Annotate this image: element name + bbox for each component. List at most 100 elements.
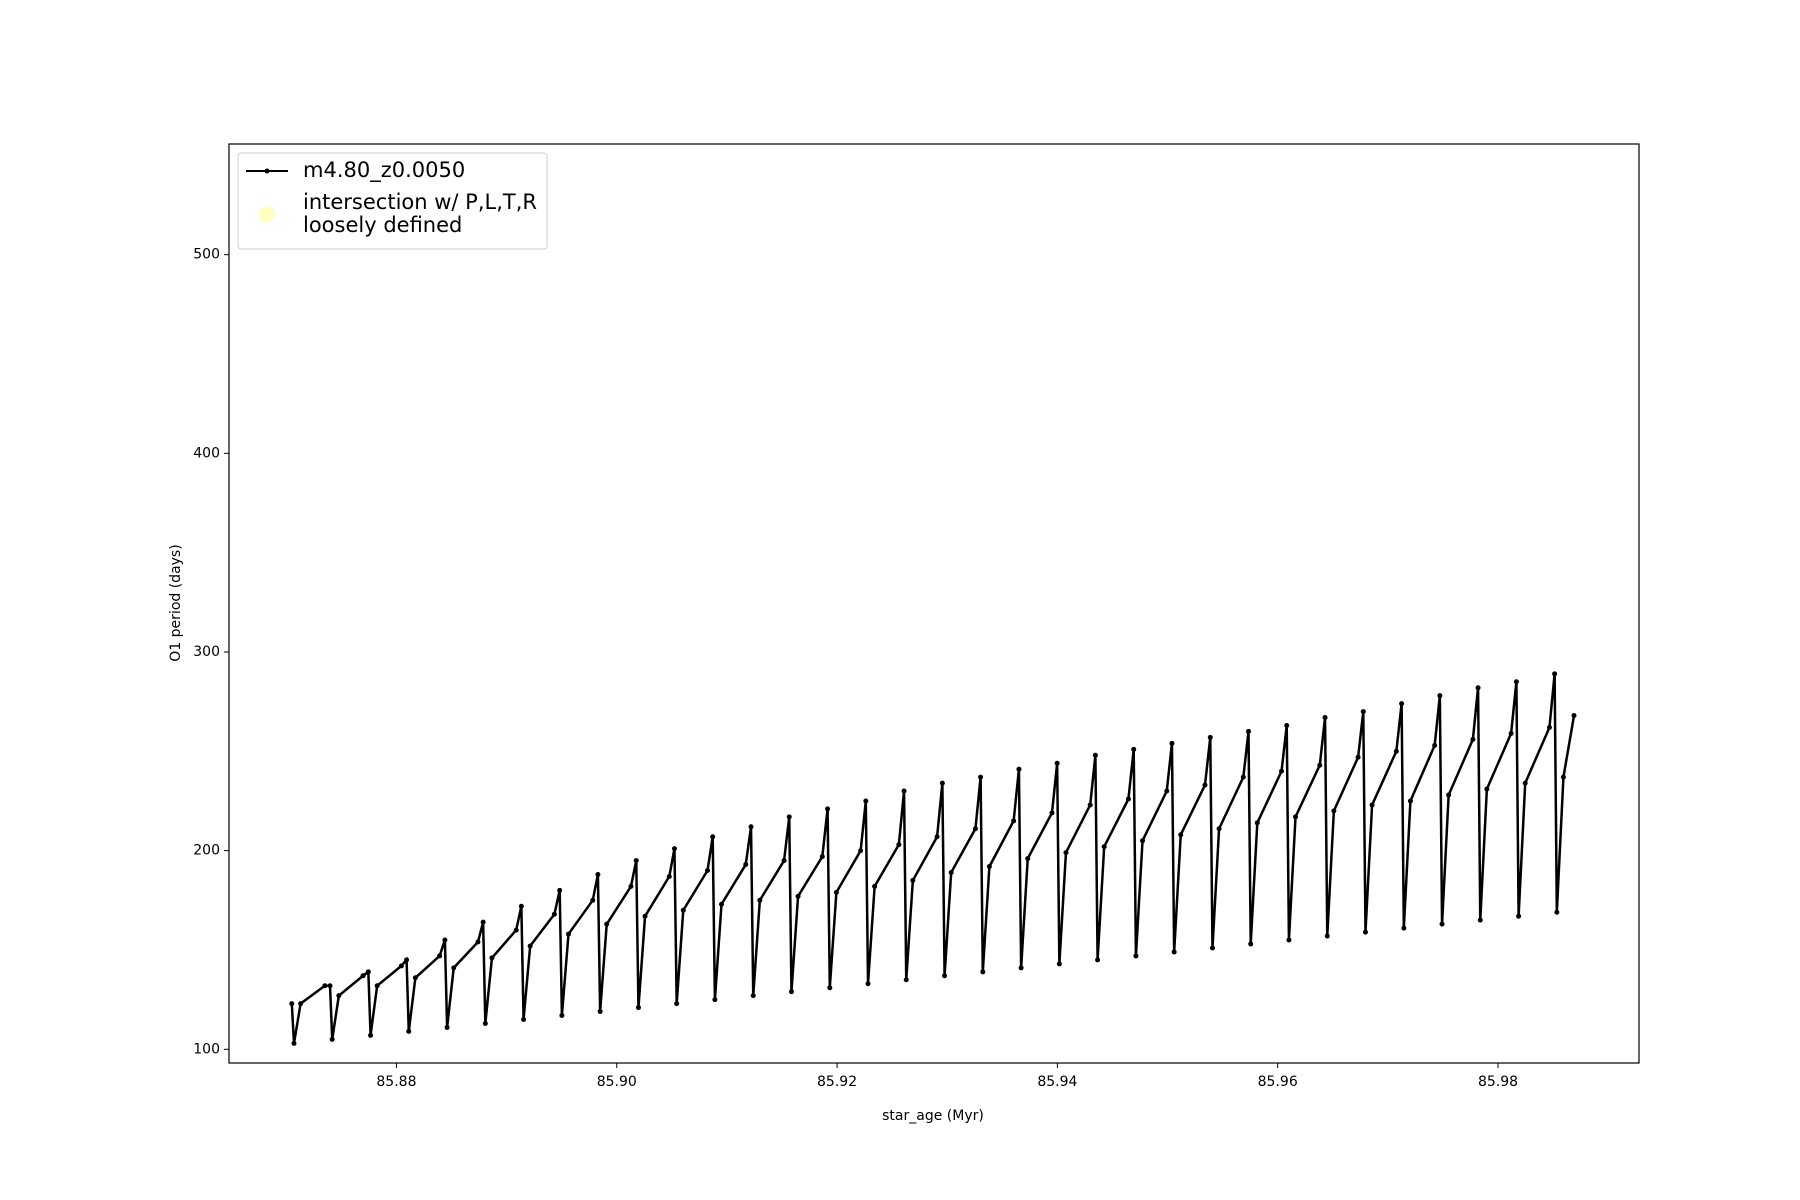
series-marker bbox=[1522, 780, 1528, 786]
series-marker bbox=[1439, 921, 1445, 927]
x-tick-label: 85.94 bbox=[1037, 1074, 1077, 1090]
series-marker bbox=[819, 854, 825, 860]
series-marker bbox=[336, 993, 342, 999]
series-marker bbox=[1202, 782, 1208, 788]
x-axis-label: star_age (Myr) bbox=[882, 1108, 984, 1124]
series-marker bbox=[521, 1016, 527, 1022]
series-marker bbox=[1016, 766, 1022, 772]
series-marker bbox=[1401, 925, 1407, 931]
series-marker bbox=[1092, 752, 1098, 758]
series-marker bbox=[1011, 818, 1017, 824]
series-marker bbox=[1101, 844, 1107, 850]
series-marker bbox=[1513, 679, 1519, 685]
series-marker bbox=[1293, 814, 1299, 820]
series-marker bbox=[934, 834, 940, 840]
series-marker bbox=[939, 780, 945, 786]
series-marker bbox=[451, 965, 457, 971]
series-marker bbox=[327, 983, 333, 989]
series-marker bbox=[1131, 746, 1137, 752]
series-marker bbox=[551, 911, 557, 917]
series-marker bbox=[480, 919, 486, 925]
series-marker bbox=[910, 877, 916, 883]
series-marker bbox=[444, 1024, 450, 1030]
series-marker bbox=[872, 883, 878, 889]
series-marker bbox=[412, 975, 418, 981]
series-marker bbox=[442, 937, 448, 943]
series-marker bbox=[374, 983, 380, 989]
series-marker bbox=[360, 973, 366, 979]
series-marker bbox=[1209, 945, 1215, 951]
series-marker bbox=[1324, 933, 1330, 939]
legend-text: m4.80_z0.0050 bbox=[303, 158, 465, 183]
series-marker bbox=[986, 864, 992, 870]
series-marker bbox=[557, 887, 563, 893]
legend-text: intersection w/ P,L,T,R loosely defined bbox=[303, 190, 537, 237]
series-marker bbox=[786, 814, 792, 820]
series-marker bbox=[978, 774, 984, 780]
series-marker bbox=[1362, 929, 1368, 935]
series-marker bbox=[1554, 909, 1560, 915]
series-marker bbox=[903, 977, 909, 983]
series-marker bbox=[1484, 786, 1490, 792]
series-marker bbox=[597, 1009, 603, 1015]
series-marker bbox=[896, 842, 902, 848]
series-marker bbox=[1360, 709, 1366, 715]
series-marker bbox=[980, 969, 986, 975]
x-tick-label: 85.92 bbox=[817, 1074, 857, 1090]
series-marker bbox=[1355, 754, 1361, 760]
series-marker bbox=[291, 1040, 297, 1046]
series-marker bbox=[642, 913, 648, 919]
series-marker bbox=[1140, 838, 1146, 844]
series-marker bbox=[329, 1036, 335, 1042]
series-marker bbox=[482, 1020, 488, 1026]
series-marker bbox=[1248, 941, 1254, 947]
series-marker bbox=[590, 897, 596, 903]
series-marker bbox=[942, 973, 948, 979]
series-marker bbox=[518, 903, 524, 909]
series-marker bbox=[475, 939, 481, 945]
series-marker bbox=[712, 997, 718, 1003]
series-marker bbox=[674, 1001, 680, 1007]
series-marker bbox=[1407, 798, 1413, 804]
series-marker bbox=[1331, 808, 1337, 814]
series-marker bbox=[795, 893, 801, 899]
series-marker bbox=[527, 943, 533, 949]
series-marker bbox=[719, 901, 725, 907]
series-marker bbox=[628, 883, 634, 889]
series-marker bbox=[398, 963, 404, 969]
series-marker bbox=[1178, 832, 1184, 838]
series-marker bbox=[1516, 913, 1522, 919]
series-marker bbox=[1322, 715, 1328, 721]
series-marker bbox=[1125, 796, 1131, 802]
series-marker bbox=[948, 869, 954, 875]
series-marker bbox=[1284, 722, 1290, 728]
series-marker bbox=[710, 834, 716, 840]
y-tick-label: 500 bbox=[193, 247, 220, 263]
x-tick-label: 85.96 bbox=[1258, 1074, 1298, 1090]
series-marker bbox=[1399, 701, 1405, 707]
series-marker bbox=[1169, 740, 1175, 746]
series-marker bbox=[1508, 730, 1514, 736]
series-marker bbox=[827, 985, 833, 991]
series-marker bbox=[1171, 949, 1177, 955]
series-marker bbox=[1317, 762, 1323, 768]
series-marker bbox=[1216, 826, 1222, 832]
series-marker bbox=[825, 806, 831, 812]
series-line bbox=[290, 673, 1576, 1044]
series-marker bbox=[748, 824, 754, 830]
series-marker bbox=[666, 873, 672, 879]
y-tick-label: 300 bbox=[193, 644, 220, 660]
series-marker bbox=[1470, 736, 1476, 742]
axes-frame bbox=[228, 143, 1640, 1064]
series-marker bbox=[671, 846, 677, 852]
series-marker bbox=[298, 1001, 304, 1007]
series-marker bbox=[489, 955, 495, 961]
series-marker bbox=[1254, 820, 1260, 826]
series-marker bbox=[1207, 734, 1213, 740]
x-tick-label: 85.88 bbox=[376, 1074, 416, 1090]
series-marker bbox=[781, 858, 787, 864]
plot-area bbox=[289, 671, 1577, 1046]
series-marker bbox=[1018, 965, 1024, 971]
series-marker bbox=[972, 826, 978, 832]
